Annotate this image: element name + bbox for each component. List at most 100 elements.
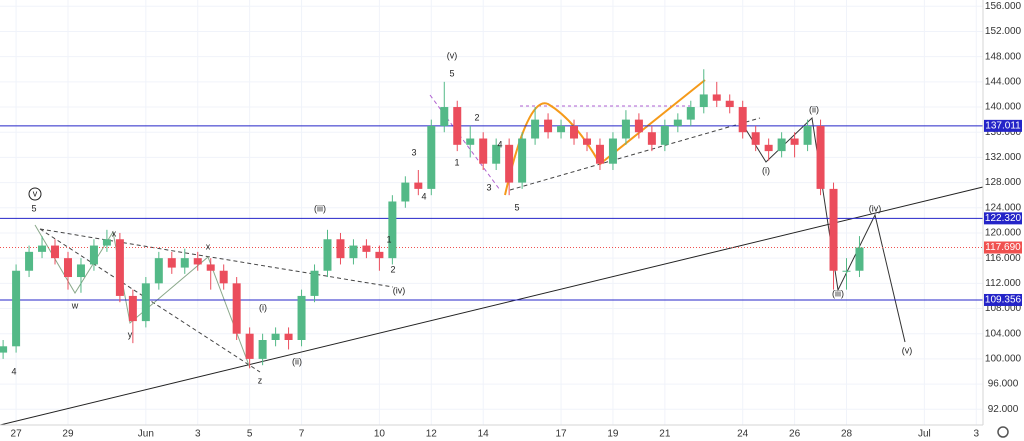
x-tick-label: 24 bbox=[737, 429, 749, 440]
candle-body bbox=[349, 245, 358, 259]
wave-label: x bbox=[112, 228, 117, 238]
candle-body bbox=[608, 138, 617, 164]
candle-body bbox=[634, 119, 643, 133]
x-tick-label: 3 bbox=[195, 429, 201, 440]
candle-body bbox=[842, 270, 851, 272]
wave-label: w bbox=[71, 300, 79, 310]
y-tick-label: 116.000 bbox=[985, 253, 1021, 264]
x-tick-label: 28 bbox=[841, 429, 853, 440]
candle-body bbox=[505, 144, 514, 183]
y-tick-label: 120.000 bbox=[985, 228, 1022, 239]
x-tick-label: Jun bbox=[138, 429, 154, 440]
y-tick-label: 112.000 bbox=[985, 278, 1021, 289]
level-tag bbox=[984, 241, 1022, 254]
candle-body bbox=[738, 107, 747, 133]
candle-body bbox=[777, 138, 786, 152]
wave-label: 5 bbox=[449, 68, 454, 78]
candle-body bbox=[128, 295, 137, 322]
candle-body bbox=[764, 144, 773, 152]
wave-label: 1 bbox=[454, 157, 459, 167]
trend-line bbox=[0, 186, 984, 426]
projection-path bbox=[739, 116, 906, 343]
x-tick-label: 14 bbox=[478, 429, 490, 440]
candle-body bbox=[466, 138, 475, 145]
y-tick-label: 132.000 bbox=[985, 152, 1022, 163]
x-tick-label: 27 bbox=[11, 429, 23, 440]
level-label: 137.011 bbox=[985, 120, 1021, 131]
wave-label: y bbox=[128, 329, 133, 339]
candle-body bbox=[38, 245, 47, 252]
wave-label: x bbox=[206, 241, 211, 251]
y-tick-label: 144.000 bbox=[985, 76, 1022, 87]
candle-body bbox=[388, 201, 397, 259]
wave-label: 2 bbox=[474, 112, 479, 122]
wave-label: (ii) bbox=[292, 356, 302, 366]
wave-label: 3 bbox=[411, 147, 416, 157]
candle-body bbox=[621, 119, 630, 139]
candle-body bbox=[531, 119, 540, 139]
wave-label: 4 bbox=[11, 366, 16, 376]
candle-body bbox=[25, 251, 34, 271]
wave-label: z bbox=[258, 375, 263, 385]
candle-body bbox=[712, 94, 721, 101]
x-tick-label: 5 bbox=[247, 429, 253, 440]
level-label: 117.690 bbox=[985, 242, 1021, 253]
candle-body bbox=[751, 132, 760, 145]
triangle-lower bbox=[39, 228, 261, 373]
wave-label: 1 bbox=[386, 234, 391, 244]
candle-body bbox=[829, 188, 838, 271]
wave-label: (i) bbox=[762, 165, 770, 175]
levels bbox=[0, 125, 983, 301]
y-tick-label: 128.000 bbox=[985, 177, 1022, 188]
wave-label: 4 bbox=[497, 139, 502, 149]
settings-icon[interactable] bbox=[997, 426, 1009, 438]
candle-body bbox=[790, 138, 799, 145]
x-tick-label: 21 bbox=[659, 429, 671, 440]
x-tick-label: Jul bbox=[918, 429, 931, 440]
candle-body bbox=[180, 258, 189, 268]
candle-body bbox=[479, 138, 488, 164]
candle-body bbox=[557, 125, 566, 133]
candle-body bbox=[284, 333, 293, 340]
x-tick-label: 26 bbox=[789, 429, 801, 440]
grid bbox=[0, 0, 983, 425]
candle-body bbox=[647, 132, 656, 145]
candle-body bbox=[544, 119, 553, 133]
wave-label: (i) bbox=[259, 302, 267, 312]
annotations: v 5 w x y x (i) z (ii) (iii) 1 2 (iv) 3 4 (v) 5 2 1 4 3 5 (i) (… bbox=[11, 50, 912, 385]
y-tick-label: 96.000 bbox=[988, 379, 1019, 390]
level-tag bbox=[984, 212, 1022, 225]
candle-body bbox=[193, 258, 202, 265]
axes: 92.000 96.000 100.000 104.000 108.000 112.000… bbox=[11, 1, 1022, 440]
level-tag bbox=[984, 293, 1022, 306]
candle-body bbox=[518, 138, 527, 183]
candle-body bbox=[115, 239, 124, 296]
wave-label: (iv) bbox=[869, 203, 882, 213]
candle-body bbox=[453, 107, 462, 145]
channel-line bbox=[429, 94, 501, 191]
candle-body bbox=[660, 125, 669, 145]
candle-body bbox=[297, 295, 306, 340]
x-tick-label: 19 bbox=[607, 429, 619, 440]
candle-body bbox=[76, 264, 85, 278]
level-tag bbox=[984, 119, 1022, 132]
x-tick-label: 7 bbox=[299, 429, 305, 440]
x-tick-label: 29 bbox=[62, 429, 74, 440]
candle-body bbox=[440, 107, 449, 126]
candle-body bbox=[89, 245, 98, 265]
candle-body bbox=[0, 346, 8, 353]
candle-body bbox=[816, 125, 825, 189]
y-tick-label: 92.000 bbox=[988, 404, 1019, 415]
triangle-upper bbox=[39, 228, 394, 288]
candle-body bbox=[427, 125, 436, 189]
candle-body bbox=[375, 251, 384, 259]
wave-label: (v) bbox=[447, 50, 458, 60]
candle-body bbox=[102, 239, 111, 246]
x-tick-label: 17 bbox=[555, 429, 567, 440]
wave-label: (iii) bbox=[314, 203, 326, 213]
x-tick-label: 3 bbox=[973, 429, 979, 440]
level-label: 122.320 bbox=[985, 213, 1022, 224]
wave-label: 3 bbox=[486, 182, 491, 192]
